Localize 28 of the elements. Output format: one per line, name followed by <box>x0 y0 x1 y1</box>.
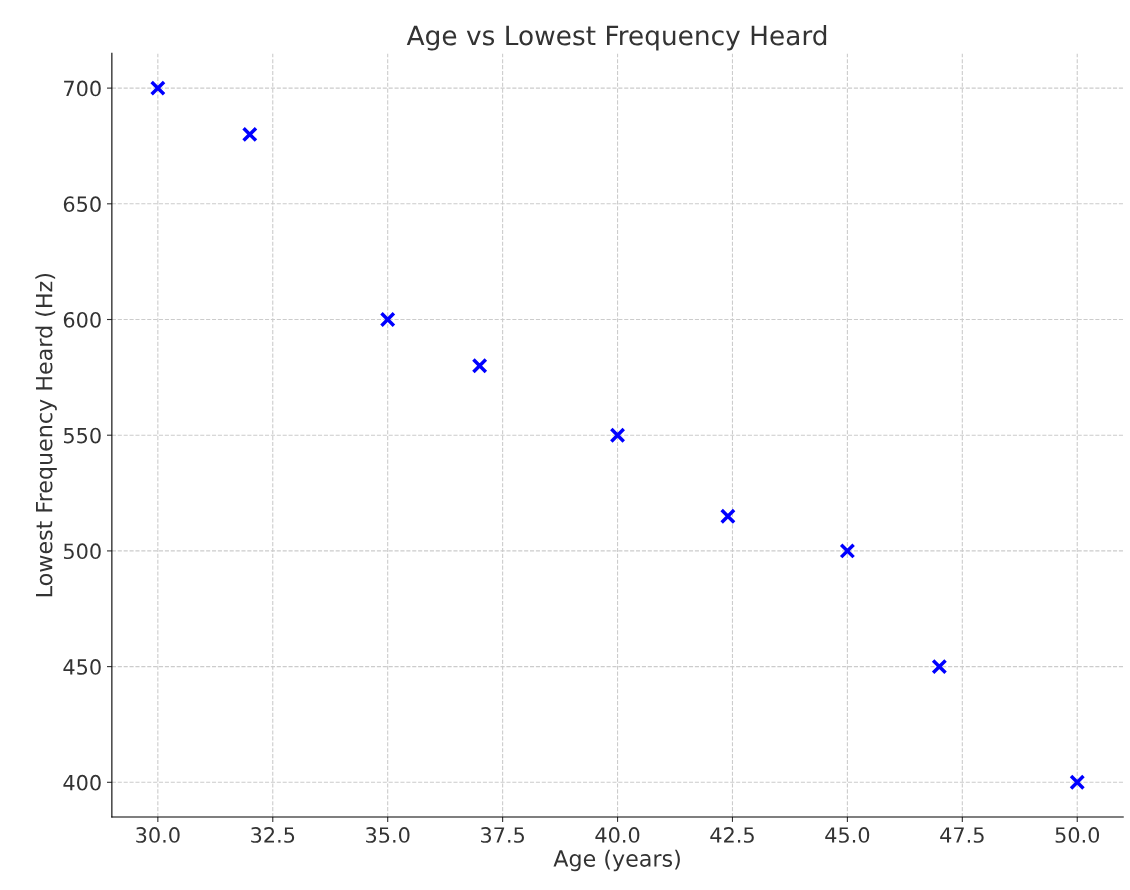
x-tick-label: 45.0 <box>825 827 870 843</box>
x-tick-label: 37.5 <box>481 827 524 843</box>
point <box>609 427 626 444</box>
point <box>149 80 166 97</box>
y-tick-label: 400 <box>63 774 101 791</box>
y-tick-label: 500 <box>63 543 101 560</box>
point <box>931 658 948 675</box>
point <box>379 311 396 328</box>
x-tick-label: 50.0 <box>1055 827 1100 843</box>
x-tick-label: 30.0 <box>136 827 180 843</box>
point <box>241 126 258 143</box>
x-tick-label: 40.0 <box>595 827 640 843</box>
x-tick-label: 32.5 <box>251 827 295 843</box>
x-tick-label: 35.0 <box>366 827 410 843</box>
y-tick-label: 550 <box>63 427 101 444</box>
y-tick-label: 650 <box>63 196 101 213</box>
point <box>719 508 736 525</box>
point <box>471 357 488 374</box>
y-tick-label: 600 <box>63 311 101 328</box>
x-tick-label: 47.5 <box>940 827 984 843</box>
chart-title: Age vs Lowest Frequency Heard <box>406 25 827 51</box>
x-axis-title: Age (years) <box>553 849 680 872</box>
x-tick-label: 42.5 <box>710 827 754 843</box>
y-tick-label: 450 <box>63 659 101 675</box>
y-tick-label: 700 <box>64 80 101 97</box>
point <box>839 542 856 559</box>
point <box>1069 774 1086 791</box>
y-axis-title: Lowest Frequency Heard (Hz) <box>35 273 57 597</box>
